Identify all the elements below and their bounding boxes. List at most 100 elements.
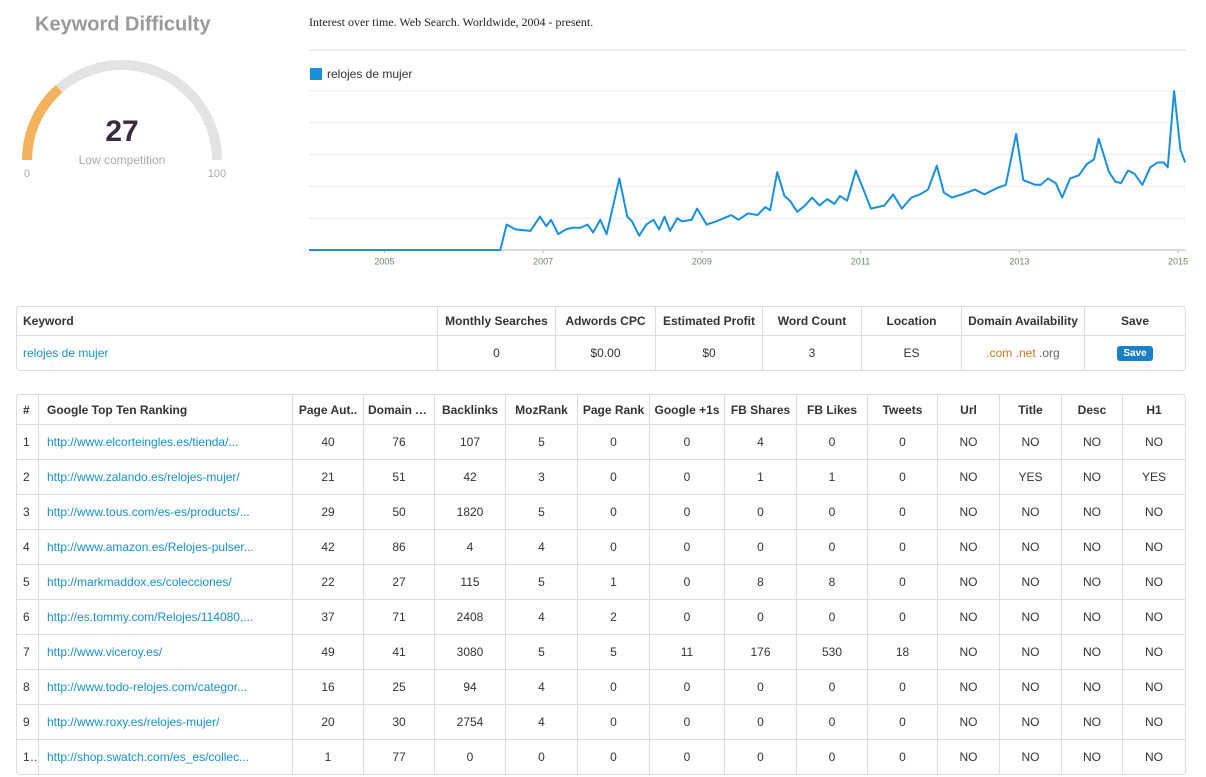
table-cell: 0: [797, 670, 868, 705]
chart-title: Interest over time. Web Search. Worldwid…: [309, 15, 593, 29]
column-header: Google +1s: [650, 395, 725, 425]
table-cell: 0: [578, 425, 650, 460]
table-cell: 10: [17, 740, 39, 774]
table-cell: 0: [650, 705, 725, 740]
table-cell: 0: [868, 565, 938, 600]
column-header: FB Likes: [797, 395, 868, 425]
table-cell: NO: [938, 600, 1000, 635]
table-cell: 0: [578, 705, 650, 740]
gauge-value: 27: [105, 115, 138, 148]
table-cell: 0: [650, 495, 725, 530]
table-row: 1 http://www.elcorteingles.es/tienda/... 4…: [17, 425, 1185, 460]
header-row: Keyword Monthly Searches Adwords CPC Estima…: [17, 307, 1185, 336]
table-cell: 0: [725, 600, 797, 635]
column-header: FB Shares: [725, 395, 797, 425]
table-cell: 0: [578, 460, 650, 495]
table-cell: 1: [293, 740, 364, 774]
column-header: Domain Availability: [962, 307, 1085, 336]
result-link[interactable]: http://www.amazon.es/Relojes-pulser...: [47, 540, 254, 554]
table-cell: 3: [506, 460, 578, 495]
table-cell: 0: [650, 460, 725, 495]
table-cell: 71: [364, 600, 435, 635]
table-cell: NO: [938, 705, 1000, 740]
table-cell: 21: [293, 460, 364, 495]
table-row: 6 http://es.tommy.com/Relojes/114080,... 3…: [17, 600, 1185, 635]
keyword-link[interactable]: relojes de mujer: [23, 346, 109, 360]
header-row: # Google Top Ten Ranking Page Aut.. Domain …: [17, 395, 1185, 425]
result-link[interactable]: http://shop.swatch.com/es_es/collec...: [47, 750, 250, 764]
result-link[interactable]: http://es.tommy.com/Relojes/114080,...: [47, 610, 254, 624]
domain-option[interactable]: .net: [1015, 346, 1036, 360]
result-link[interactable]: http://www.viceroy.es/: [47, 645, 163, 659]
domain-option[interactable]: .org: [1039, 346, 1060, 360]
table-cell: NO: [1000, 565, 1062, 600]
result-link[interactable]: http://www.todo-relojes.com/categor...: [47, 680, 248, 694]
table-cell: 11: [650, 635, 725, 670]
table-cell: 0: [650, 670, 725, 705]
table-cell: 8: [797, 565, 868, 600]
x-tick-label: 2009: [692, 256, 712, 266]
table-cell: NO: [1062, 530, 1123, 565]
table-cell: $0: [656, 336, 763, 370]
table-cell: NO: [1062, 670, 1123, 705]
table-cell: 5: [506, 425, 578, 460]
table-cell: 22: [293, 565, 364, 600]
result-link[interactable]: http://markmaddox.es/colecciones/: [47, 575, 232, 589]
column-header: Location: [862, 307, 962, 336]
table-cell: NO: [938, 670, 1000, 705]
result-link[interactable]: http://www.tous.com/es-es/products/...: [47, 505, 250, 519]
table-row: 8 http://www.todo-relojes.com/categor... 1…: [17, 670, 1185, 705]
table-cell: ES: [862, 336, 962, 370]
column-header: Keyword: [17, 307, 438, 336]
save-button[interactable]: Save: [1117, 346, 1153, 361]
table-cell: 76: [364, 425, 435, 460]
table-cell: 0: [797, 600, 868, 635]
table-cell: NO: [1000, 600, 1062, 635]
table-cell: 16: [293, 670, 364, 705]
table-cell: 1: [578, 565, 650, 600]
x-tick-label: 2005: [374, 256, 394, 266]
table-cell: http://markmaddox.es/colecciones/: [39, 565, 293, 600]
table-cell: 94: [435, 670, 506, 705]
table-cell: 0: [725, 740, 797, 774]
table-cell: 41: [364, 635, 435, 670]
table-cell: 0: [797, 740, 868, 774]
table-cell: http://www.viceroy.es/: [39, 635, 293, 670]
table-cell: 50: [364, 495, 435, 530]
result-link[interactable]: http://www.elcorteingles.es/tienda/...: [47, 435, 239, 449]
table-cell: 6: [17, 600, 39, 635]
table-row: 4 http://www.amazon.es/Relojes-pulser... 4…: [17, 530, 1185, 565]
table-cell: NO: [938, 425, 1000, 460]
table-cell: 0: [797, 495, 868, 530]
domain-option[interactable]: .com: [986, 346, 1013, 360]
table-cell: 1: [17, 425, 39, 460]
table-cell: 7: [17, 635, 39, 670]
table-cell: NO: [1062, 740, 1123, 774]
table-cell: NO: [938, 740, 1000, 774]
table-cell: 18: [868, 635, 938, 670]
table-cell: 0: [868, 530, 938, 565]
table-cell: NO: [1062, 495, 1123, 530]
table-cell: 0: [650, 600, 725, 635]
table-cell: 0: [435, 740, 506, 774]
column-header: Monthly Searches: [438, 307, 556, 336]
column-header: Domain A..: [364, 395, 435, 425]
table-cell: 9: [17, 705, 39, 740]
result-link[interactable]: http://www.roxy.es/relojes-mujer/: [47, 715, 220, 729]
table-cell: NO: [1062, 425, 1123, 460]
table-cell: 4: [506, 705, 578, 740]
gauge-label: Low competition: [79, 153, 166, 167]
table-cell: 49: [293, 635, 364, 670]
table-cell: 0: [797, 425, 868, 460]
table-cell: 1: [797, 460, 868, 495]
table-cell: 0: [578, 495, 650, 530]
table-cell: 0: [438, 336, 556, 370]
table-cell: 0: [725, 705, 797, 740]
result-link[interactable]: http://www.zalando.es/relojes-mujer/: [47, 470, 240, 484]
table-cell: http://shop.swatch.com/es_es/collec...: [39, 740, 293, 774]
table-cell: 4: [506, 600, 578, 635]
column-header: Title: [1000, 395, 1062, 425]
table-cell: NO: [1062, 565, 1123, 600]
table-cell: NO: [1062, 635, 1123, 670]
table-cell: 40: [293, 425, 364, 460]
